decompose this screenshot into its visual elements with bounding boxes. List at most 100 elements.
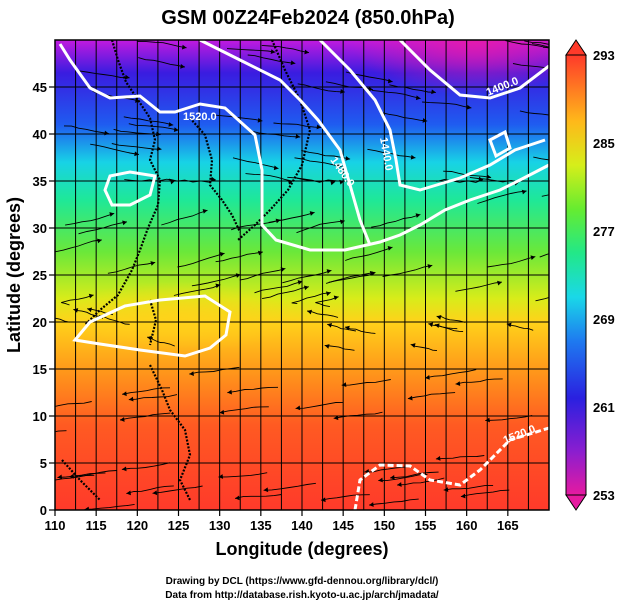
streamline-arrowhead <box>156 146 162 152</box>
streamline <box>78 221 128 235</box>
streamline-arrowhead <box>270 49 276 54</box>
streamline-arrowhead <box>585 49 590 54</box>
streamline <box>128 123 179 131</box>
streamline <box>261 44 310 54</box>
streamline <box>531 43 549 48</box>
streamline <box>84 503 135 510</box>
streamline-arrowhead <box>387 78 393 84</box>
streamline <box>382 264 433 277</box>
streamline-arrowhead <box>88 293 94 299</box>
streamline-arrowhead <box>443 487 449 492</box>
contour-1480 <box>199 40 372 246</box>
streamline <box>107 261 156 274</box>
streamline-arrowhead <box>290 60 296 66</box>
streamline <box>519 110 549 116</box>
streamline <box>436 315 466 323</box>
streamline-arrowhead <box>333 295 339 301</box>
streamline-arrowhead <box>16 432 21 437</box>
streamline-arrowhead <box>215 283 221 289</box>
streamline-arrowhead <box>122 220 127 226</box>
streamline <box>191 274 241 287</box>
streamline-arrowhead <box>235 495 240 501</box>
streamline-arrowhead <box>227 389 232 395</box>
streamline-arrowhead <box>109 212 115 217</box>
map-title: GSM 00Z24Feb2024 (850.0hPa) <box>161 7 454 29</box>
streamline <box>325 271 375 284</box>
streamline <box>218 472 268 478</box>
streamline-arrowhead <box>96 238 102 244</box>
philippines-coast <box>149 364 192 501</box>
streamline <box>250 130 301 138</box>
streamline-arrowhead <box>556 66 561 71</box>
colorbar-bar <box>565 54 587 496</box>
streamline-arrowhead <box>280 267 286 272</box>
streamline-arrowhead <box>369 502 374 507</box>
x-tick-label: 125 <box>168 518 190 533</box>
streamline <box>295 401 343 409</box>
streamline-arrowhead <box>73 308 79 313</box>
streamline-arrowhead <box>235 273 241 278</box>
streamline <box>254 280 303 294</box>
streamline-arrowhead <box>219 252 225 257</box>
x-tick-label: 165 <box>497 518 519 533</box>
streamline-arrowhead <box>436 315 442 320</box>
streamline <box>422 101 472 109</box>
x-tick-label: 120 <box>126 518 148 533</box>
streamline-arrowhead <box>170 179 175 185</box>
contour-label-1440: 1440.0 <box>377 136 395 171</box>
streamline-arrowhead <box>478 176 484 182</box>
streamline-arrowhead <box>339 179 345 185</box>
x-tick-label: 135 <box>250 518 272 533</box>
streamline-arrowhead <box>378 477 383 483</box>
streamline-arrowhead <box>321 497 326 503</box>
streamline-arrowhead <box>326 269 332 274</box>
colorbar-label: 269 <box>593 312 615 327</box>
streamline <box>234 494 282 499</box>
streamline-arrowhead <box>325 291 331 296</box>
streamline <box>245 173 293 182</box>
streamline-arrowhead <box>324 344 330 349</box>
streamline <box>219 406 269 414</box>
y-tick-label: 0 <box>40 503 47 518</box>
streamline <box>138 57 185 68</box>
streamline-arrowhead <box>434 323 440 329</box>
streamline-arrowhead <box>128 396 134 402</box>
contour-1400 <box>398 40 549 100</box>
streamline <box>268 211 315 223</box>
colorbar-top-arrow <box>565 39 587 56</box>
streamline <box>390 471 439 479</box>
x-tick-label: 130 <box>209 518 231 533</box>
y-tick-label: 35 <box>33 174 47 189</box>
streamline <box>121 462 171 470</box>
contour-label-1520: 1520.0 <box>183 111 217 123</box>
streamline <box>291 292 331 305</box>
contour-1520-north <box>58 43 549 252</box>
streamline <box>173 284 221 296</box>
streamline-arrowhead <box>219 409 225 415</box>
streamline-arrowhead <box>119 417 125 422</box>
streamline-arrowhead <box>435 455 441 461</box>
streamline-arrowhead <box>273 165 279 171</box>
streamline-arrowhead <box>390 474 395 480</box>
colorbar-label: 293 <box>593 48 615 63</box>
streamline <box>126 485 174 494</box>
streamline-arrowhead <box>407 395 413 401</box>
streamline <box>533 156 549 161</box>
streamline-arrowhead <box>124 74 130 80</box>
streamline <box>324 344 355 351</box>
streamline <box>232 157 279 169</box>
x-tick-label: 155 <box>415 518 437 533</box>
streamline <box>65 212 115 226</box>
streamline-arrowhead <box>587 186 592 191</box>
streamline <box>239 268 286 281</box>
geopotential-contours <box>58 40 549 510</box>
streamline-arrowhead <box>425 375 430 380</box>
streamline-arrowhead <box>486 174 492 180</box>
streamline <box>460 489 510 498</box>
y-tick-label: 45 <box>33 80 47 95</box>
streamline <box>477 190 527 204</box>
streamline <box>455 378 503 385</box>
streamline <box>247 54 296 64</box>
streamline <box>57 472 106 478</box>
streamline <box>345 246 393 261</box>
